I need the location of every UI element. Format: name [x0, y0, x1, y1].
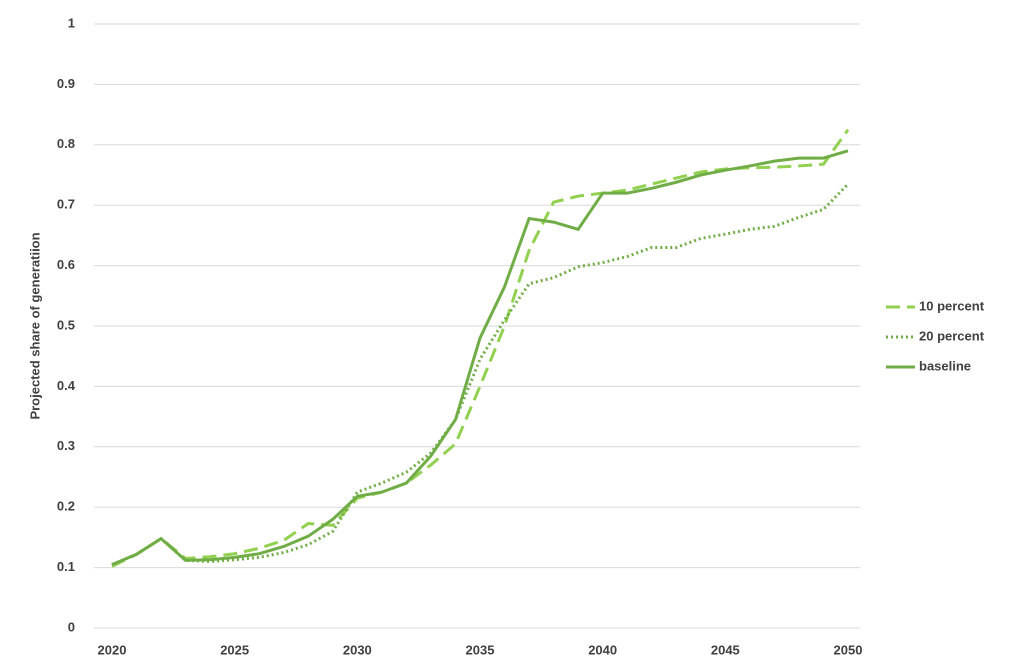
x-tick-label: 2030 — [343, 642, 372, 657]
x-tick-label: 2035 — [466, 642, 495, 657]
x-tick-label: 2020 — [98, 642, 127, 657]
y-tick-label: 0.4 — [57, 378, 76, 393]
y-tick-label: 0.3 — [57, 438, 75, 453]
y-tick-label: 0.8 — [57, 136, 75, 151]
y-tick-label: 0.6 — [57, 257, 75, 272]
series-line — [111, 128, 850, 568]
y-tick-label: 0.9 — [57, 76, 75, 91]
x-tick-label: 2040 — [588, 642, 617, 657]
series-line — [111, 149, 849, 566]
legend-label: 20 percent — [919, 328, 985, 343]
y-tick-label: 0.7 — [57, 197, 75, 212]
x-tick-label: 2050 — [834, 642, 863, 657]
y-axis-label: Projected share of generatiion — [27, 232, 42, 419]
y-tick-label: 0.5 — [57, 317, 75, 332]
x-tick-label: 2025 — [220, 642, 249, 657]
y-tick-label: 1 — [68, 15, 75, 30]
y-tick-label: 0.2 — [57, 499, 75, 514]
y-tick-label: 0.1 — [57, 559, 75, 574]
x-tick-label: 2045 — [711, 642, 740, 657]
y-tick-label: 0 — [68, 619, 75, 634]
legend-label: baseline — [919, 358, 971, 373]
legend-label: 10 percent — [919, 298, 985, 313]
